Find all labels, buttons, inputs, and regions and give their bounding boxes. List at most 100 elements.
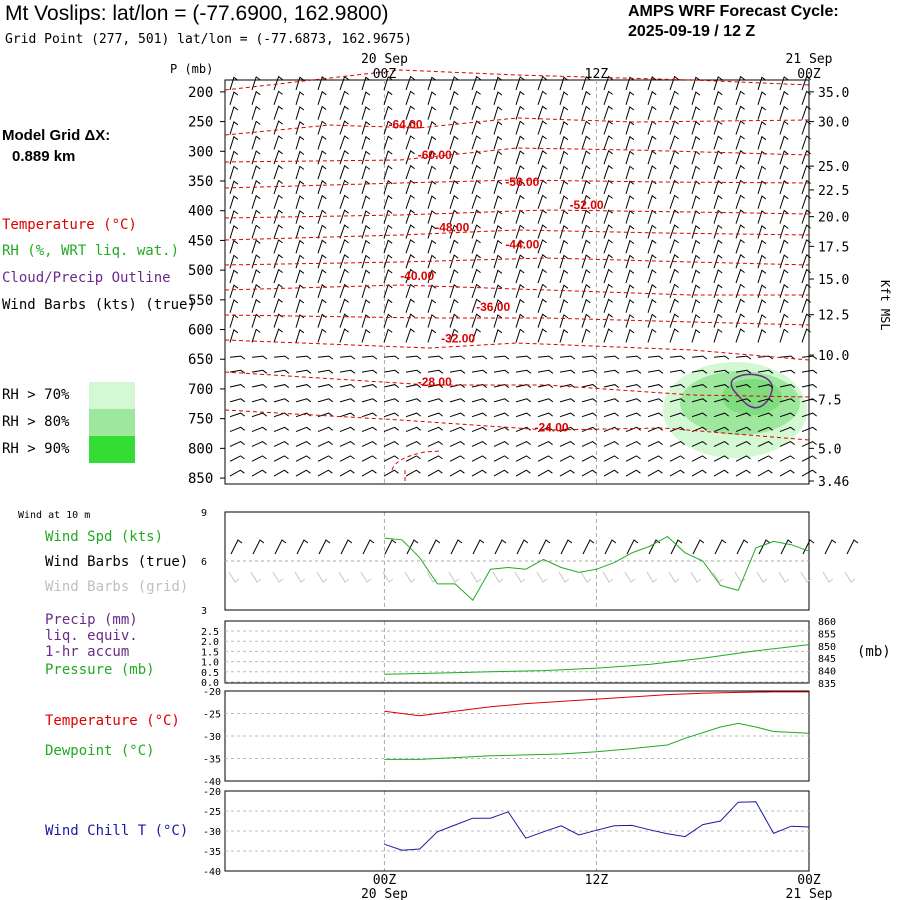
isotherm-surface (391, 450, 441, 471)
wind-barb (471, 164, 481, 180)
wind-barb (471, 328, 481, 343)
wind-barb (273, 253, 283, 269)
wind-barb (713, 224, 723, 239)
wind-barb (647, 105, 657, 120)
time-hour-label-bottom: 00Z (797, 873, 821, 888)
pressure-tick-label: 650 (188, 352, 213, 368)
wind-barb (471, 90, 481, 105)
wind-barb (383, 441, 399, 447)
wind-barb (361, 239, 371, 254)
wind-barb (273, 224, 283, 239)
height-tick-label: 3.46 (818, 475, 849, 490)
wind-barb (471, 239, 481, 254)
wind-barb (251, 90, 261, 105)
wind-barb (713, 355, 730, 360)
wind-barb (669, 455, 685, 462)
height-tick-label: 35.0 (818, 86, 849, 101)
wind-barb (669, 398, 686, 403)
wind-barb (383, 254, 393, 269)
true-wind-barb (758, 539, 771, 555)
wind-barb (603, 164, 613, 180)
wind-barb (559, 224, 569, 239)
wind-barb (691, 455, 707, 462)
pressure-tick-label: 500 (188, 263, 213, 279)
precip-tick-label: 1.5 (201, 647, 219, 658)
time-hour-label-top: 00Z (373, 67, 397, 82)
wind-barb (779, 150, 789, 165)
wind-barb (317, 224, 327, 239)
wind-barb (229, 455, 245, 462)
true-wind-barb (274, 539, 287, 555)
wind-barb (735, 224, 745, 239)
wind-barb (735, 398, 752, 403)
wind-barb (691, 398, 708, 403)
wind-barb (493, 412, 509, 418)
wind-barb (229, 299, 239, 313)
wind-barb (713, 165, 723, 180)
wind-barb (339, 135, 349, 150)
wind-barb (405, 149, 415, 165)
wind-barb (493, 239, 503, 254)
wind-barb (603, 90, 613, 105)
wind-barb (735, 239, 745, 254)
wind-barb (603, 149, 613, 165)
true-wind-barb (714, 539, 727, 555)
wind-barb (713, 150, 723, 165)
wind-barb (295, 469, 311, 477)
wind-barb (647, 179, 657, 195)
wind-barb (339, 328, 349, 343)
wind-barb (427, 135, 437, 150)
true-wind-barb (252, 539, 265, 555)
wind-barb (317, 269, 327, 284)
wind-barb (251, 441, 267, 447)
wind-barb (735, 209, 745, 224)
wind-barb (801, 369, 818, 374)
wind-barb (515, 254, 525, 269)
wind-barb (273, 149, 283, 165)
wind-barb (361, 355, 378, 360)
wind-barb (735, 135, 745, 150)
wind-barb (581, 355, 598, 360)
wind-barb (493, 369, 510, 374)
wind-barb (405, 105, 415, 120)
wind-barb (427, 398, 444, 403)
wind-barb (251, 455, 267, 462)
wind-barb (273, 194, 283, 209)
wind-barb (625, 469, 641, 477)
wind-barb (251, 150, 261, 165)
grid-wind-barb (734, 571, 746, 583)
wind-barb (515, 239, 525, 254)
wind-barb (405, 253, 415, 269)
wind-barb (251, 76, 261, 91)
wind-barb (427, 384, 444, 388)
isotherm (224, 229, 810, 241)
wind-barb (603, 298, 613, 313)
wind-barb (493, 91, 503, 105)
wind-barb (603, 328, 613, 343)
wind-barb (691, 328, 701, 343)
wind-barb (449, 426, 465, 433)
sounding-frame (224, 79, 810, 485)
wind-barb (757, 180, 767, 195)
wind-barb (471, 179, 481, 195)
pressure-tick-label: 850 (188, 471, 213, 487)
wind-barb (339, 384, 356, 388)
wind-barb (427, 76, 437, 91)
wind-barb (691, 150, 701, 165)
wind-barb (559, 314, 569, 328)
wind-barb (229, 210, 239, 224)
wind-barb (251, 328, 261, 343)
wind-barb (317, 254, 327, 269)
wind-barb (273, 398, 290, 403)
wind-barb (229, 284, 239, 299)
isotherm (224, 314, 810, 326)
wind-barb (361, 150, 371, 165)
true-wind-barb (472, 539, 485, 555)
wind-barb (713, 283, 723, 299)
wind-barb (559, 91, 569, 105)
wind-barb (405, 239, 415, 254)
pressure-tick-label: 800 (188, 441, 213, 457)
isotherm (224, 179, 810, 189)
wind-barb (669, 194, 679, 209)
